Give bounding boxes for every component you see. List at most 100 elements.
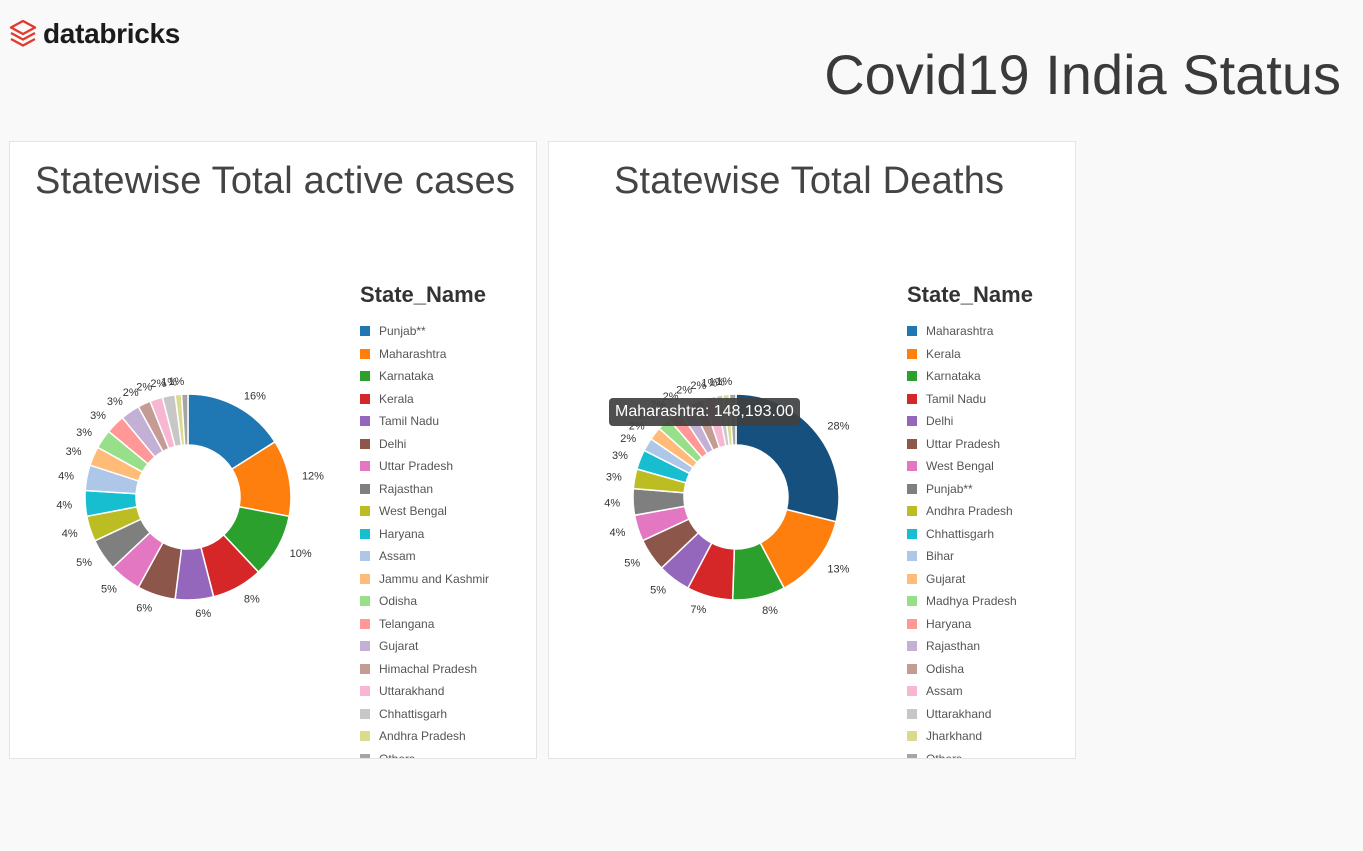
legend-item[interactable]: Karnataka <box>907 365 1033 388</box>
legend-item[interactable]: Jammu and Kashmir <box>360 568 489 591</box>
legend-item[interactable]: Chhattisgarh <box>907 523 1033 546</box>
legend-item[interactable]: Uttarakhand <box>907 703 1033 726</box>
legend-item[interactable]: Uttarakhand <box>360 680 489 703</box>
slice-data-label: 1% <box>161 377 177 389</box>
slice-data-label: 5% <box>76 557 92 569</box>
slice-data-label: 1% <box>709 377 725 389</box>
legend-swatch <box>907 461 917 472</box>
slice-data-label: 3% <box>107 396 123 408</box>
legend-label: Delhi <box>926 414 954 429</box>
legend-swatch <box>907 596 917 607</box>
legend-item[interactable]: Uttar Pradesh <box>907 433 1033 456</box>
legend-item[interactable]: West Bengal <box>907 455 1033 478</box>
legend-swatch <box>907 528 917 539</box>
legend-item[interactable]: Chhattisgarh <box>360 703 489 726</box>
slice-data-label: 6% <box>136 602 152 614</box>
legend-swatch <box>360 461 370 472</box>
legend-item[interactable]: Delhi <box>907 410 1033 433</box>
legend-label: Haryana <box>926 616 972 631</box>
slice-data-label: 5% <box>624 557 640 569</box>
legend-swatch <box>360 596 370 607</box>
slice-data-label: 4% <box>56 499 72 511</box>
slice-data-label: 7% <box>690 604 706 616</box>
legend-item[interactable]: Madhya Pradesh <box>907 590 1033 613</box>
legend-label: Jammu and Kashmir <box>379 571 490 586</box>
legend-swatch <box>360 573 370 584</box>
legend-item[interactable]: Andhra Pradesh <box>360 725 489 748</box>
legend-label: Odisha <box>926 661 965 676</box>
legend-item[interactable]: Assam <box>907 680 1033 703</box>
legend-swatch <box>360 483 370 494</box>
legend-item[interactable]: Telangana <box>360 613 489 636</box>
legend-label: Chhattisgarh <box>926 526 995 541</box>
slice-data-label: 3% <box>76 427 92 439</box>
slice-data-label: 2% <box>136 382 152 394</box>
legend-item[interactable]: Himachal Pradesh <box>360 658 489 681</box>
legend-item[interactable]: Kerala <box>907 343 1033 366</box>
legend-label: Bihar <box>926 549 955 564</box>
legend-label: Himachal Pradesh <box>379 661 478 676</box>
legend-item[interactable]: Uttar Pradesh <box>360 455 489 478</box>
legend-title: State_Name <box>907 282 1033 307</box>
legend-swatch <box>907 731 917 742</box>
legend-swatch <box>907 348 917 359</box>
slice-data-label: 1% <box>701 378 717 390</box>
legend-item[interactable]: Others <box>360 748 489 758</box>
legend-swatch <box>360 416 370 427</box>
slice-data-label: 2% <box>620 433 636 445</box>
slice-data-label: 2% <box>676 385 692 397</box>
legend-item[interactable]: Kerala <box>360 388 489 411</box>
legend-item[interactable]: Punjab** <box>907 478 1033 501</box>
legend-swatch <box>907 371 917 382</box>
brand: databricks <box>9 18 180 50</box>
legend-item[interactable]: Delhi <box>360 433 489 456</box>
legend-item[interactable]: Karnataka <box>360 365 489 388</box>
legend-swatch <box>360 551 370 562</box>
legend-label: Uttar Pradesh <box>926 436 1001 451</box>
chart-title: Statewise Total active cases <box>35 160 516 202</box>
legend-item[interactable]: Rajasthan <box>360 478 489 501</box>
legend-item[interactable]: Gujarat <box>907 568 1033 591</box>
chart-tooltip: Maharashtra: 148,193.00 <box>609 398 800 426</box>
slice-data-label: 2% <box>123 387 139 399</box>
pie-slice[interactable] <box>180 393 189 446</box>
legend-item[interactable]: Gujarat <box>360 635 489 658</box>
legend-item[interactable]: Punjab** <box>360 320 489 343</box>
legend-item[interactable]: Jharkhand <box>907 725 1033 748</box>
legend-label: Tamil Nadu <box>379 414 440 429</box>
legend-item[interactable]: Rajasthan <box>907 635 1033 658</box>
slice-data-label: 4% <box>610 527 626 539</box>
slice-data-label: 4% <box>604 498 620 510</box>
legend-item[interactable]: Maharashtra <box>360 343 489 366</box>
legend-item[interactable]: Haryana <box>907 613 1033 636</box>
slice-data-label: 4% <box>58 470 74 482</box>
legend-item[interactable]: Odisha <box>907 658 1033 681</box>
legend-label: Odisha <box>379 594 418 609</box>
legend-item[interactable]: Assam <box>360 545 489 568</box>
slice-data-label: 3% <box>612 450 628 462</box>
legend-item[interactable]: Tamil Nadu <box>360 410 489 433</box>
legend-item[interactable]: Tamil Nadu <box>907 388 1033 411</box>
legend-swatch <box>907 708 917 719</box>
legend-swatch <box>360 528 370 539</box>
page-title: Covid19 India Status <box>824 43 1341 106</box>
legend-swatch <box>907 326 917 337</box>
legend-swatch <box>360 326 370 337</box>
legend-swatch <box>360 641 370 652</box>
legend-item[interactable]: Maharashtra <box>907 320 1033 343</box>
legend-item[interactable]: Odisha <box>360 590 489 613</box>
legend-swatch <box>907 438 917 449</box>
legend-swatch <box>907 641 917 652</box>
legend-item[interactable]: Bihar <box>907 545 1033 568</box>
legend-swatch <box>360 753 370 758</box>
legend-item[interactable]: Andhra Pradesh <box>907 500 1033 523</box>
legend-swatch <box>360 393 370 404</box>
legend-swatch <box>907 483 917 494</box>
legend-item[interactable]: West Bengal <box>360 500 489 523</box>
legend-item[interactable]: Others <box>907 748 1033 759</box>
chart-title: Statewise Total Deaths <box>614 160 1005 202</box>
legend-label: Karnataka <box>926 369 981 384</box>
legend-label: Others <box>926 751 963 759</box>
legend-item[interactable]: Haryana <box>360 523 489 546</box>
slice-data-label: 3% <box>90 410 106 422</box>
